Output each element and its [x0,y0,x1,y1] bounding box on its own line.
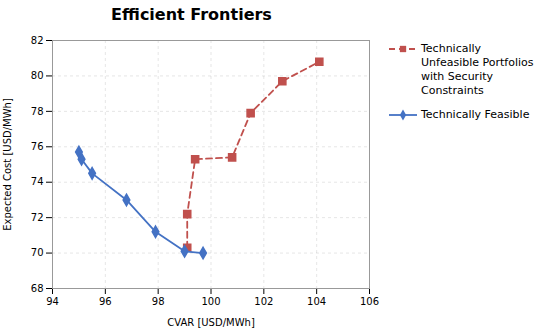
svg-text:72: 72 [31,212,44,223]
svg-text:104: 104 [307,296,326,307]
svg-text:Expected Cost [USD/MWh]: Expected Cost [USD/MWh] [2,98,13,231]
svg-text:100: 100 [201,296,220,307]
svg-text:106: 106 [360,296,379,307]
svg-text:74: 74 [31,176,44,187]
svg-text:CVAR [USD/MWh]: CVAR [USD/MWh] [167,317,255,328]
svg-text:68: 68 [31,283,44,294]
html-text:Technically Feasible: Technically Feasible [421,108,530,121]
svg-text:76: 76 [31,141,44,152]
svg-text:78: 78 [31,106,44,117]
svg-text:80: 80 [31,70,44,81]
svg-text:82: 82 [31,35,44,46]
html-text:Efficient Frontiers: Efficient Frontiers [111,5,272,24]
svg-text:94: 94 [46,296,59,307]
svg-text:98: 98 [152,296,165,307]
svg-text:70: 70 [31,247,44,258]
svg-text:102: 102 [254,296,273,307]
svg-text:96: 96 [99,296,112,307]
html-text:Technically Unfeasible Portfol: Technically Unfeasible Portfolios with S… [421,42,534,97]
